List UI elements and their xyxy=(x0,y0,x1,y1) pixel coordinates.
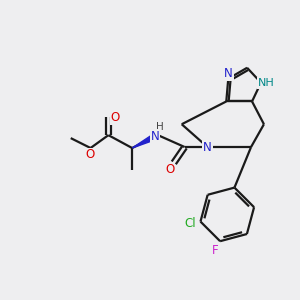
Text: F: F xyxy=(212,244,218,256)
Text: N: N xyxy=(224,67,233,80)
Text: N: N xyxy=(151,130,159,142)
Text: NH: NH xyxy=(257,78,274,88)
Text: N: N xyxy=(203,140,212,154)
Text: Cl: Cl xyxy=(185,217,197,230)
Polygon shape xyxy=(132,132,160,148)
Text: O: O xyxy=(165,163,174,176)
Text: O: O xyxy=(111,111,120,124)
Text: O: O xyxy=(85,148,94,161)
Text: H: H xyxy=(156,122,164,132)
